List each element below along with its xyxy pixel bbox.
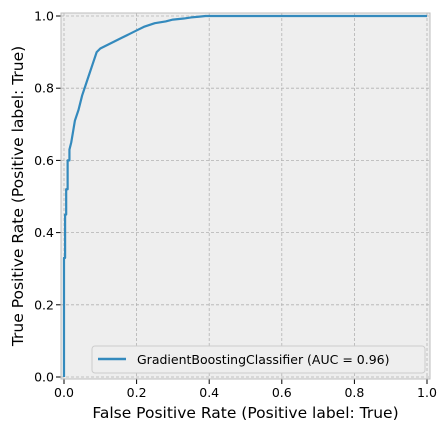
x-axis-label: False Positive Rate (Positive label: Tru… (92, 404, 398, 422)
y-tick-label: 0.2 (34, 297, 54, 312)
y-tick-label: 0.6 (34, 153, 54, 168)
x-tick-label: 0.2 (127, 385, 147, 400)
x-tick-label: 0.8 (344, 385, 364, 400)
y-tick-label: 0.8 (34, 81, 54, 96)
legend: GradientBoostingClassifier (AUC = 0.96) (91, 345, 426, 374)
y-tick-label: 1.0 (34, 9, 54, 24)
plot-frame (60, 12, 431, 380)
legend-label: GradientBoostingClassifier (AUC = 0.96) (137, 352, 390, 367)
roc-curve-line (62, 14, 427, 377)
x-tick-label: 1.0 (417, 385, 437, 400)
y-tick-label: 0.0 (34, 370, 54, 385)
x-tick-label: 0.6 (272, 385, 292, 400)
x-tick-label: 0.0 (54, 385, 74, 400)
y-axis-label: True Positive Rate (Positive label: True… (9, 46, 27, 347)
ticks: 0.0 0.2 0.4 0.6 0.8 1.0 0.0 0.2 0.4 0.6 0.8 1.0 (34, 9, 437, 401)
legend-box (91, 345, 426, 374)
x-tick-label: 0.4 (199, 385, 219, 400)
plot-background (61, 13, 430, 379)
y-tick-label: 0.4 (34, 225, 54, 240)
series-layer (62, 14, 427, 377)
